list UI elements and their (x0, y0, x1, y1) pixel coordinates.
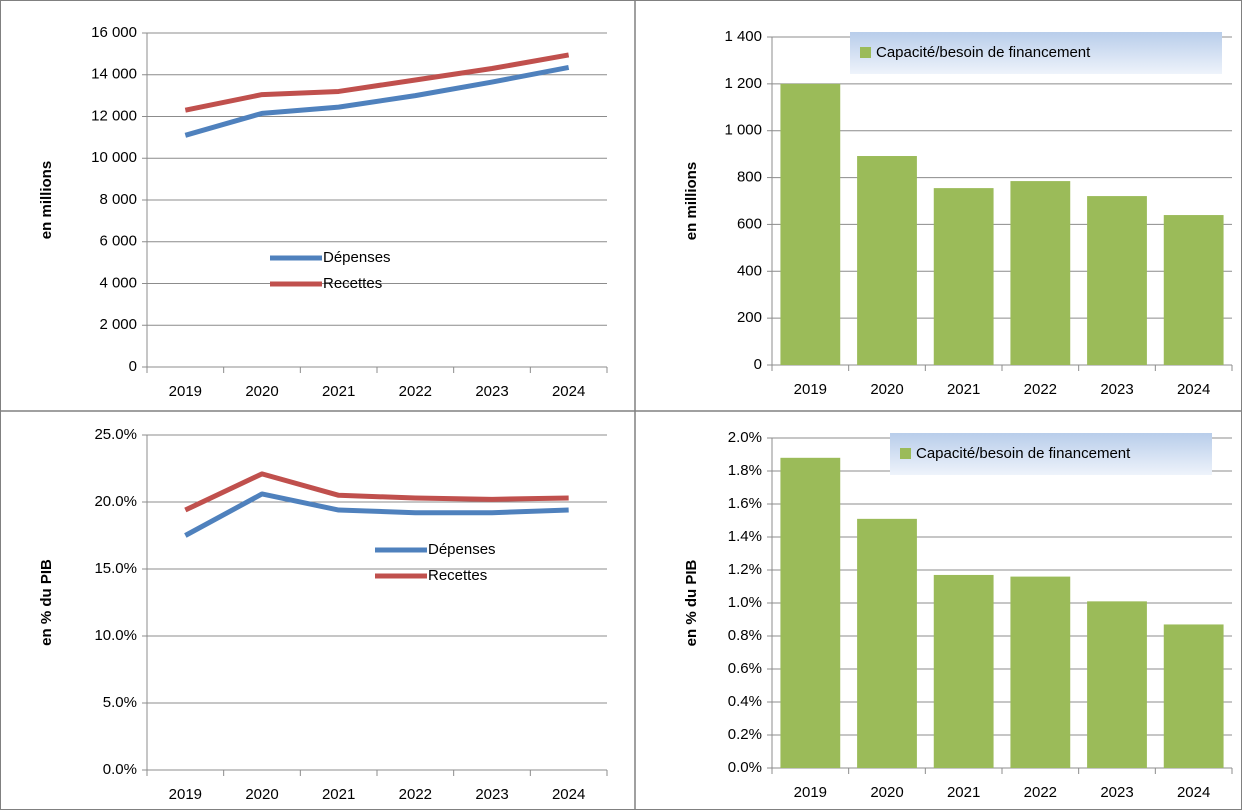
y-tick-label: 1.8% (728, 462, 762, 479)
x-tick-label: 2024 (552, 383, 585, 400)
y-tick-label: 0.8% (728, 627, 762, 644)
legend-swatch (900, 448, 911, 459)
y-tick-label: 10.0% (94, 627, 137, 644)
x-tick-label: 2023 (475, 786, 508, 803)
legend-label: Recettes (428, 567, 487, 584)
y-tick-label: 0 (129, 358, 137, 375)
line (184, 64, 570, 138)
x-tick-label: 2019 (794, 784, 827, 801)
y-tick-label: 2 000 (99, 316, 137, 333)
line (184, 471, 569, 513)
y-tick-label: 0.0% (728, 759, 762, 776)
bar (780, 83, 841, 365)
x-tick-label: 2021 (322, 383, 355, 400)
y-tick-label: 0.6% (728, 660, 762, 677)
y-tick-label: 1 000 (724, 122, 762, 139)
bar (780, 457, 841, 768)
x-tick-label: 2019 (794, 381, 827, 398)
bar (933, 188, 994, 365)
y-tick-label: 15.0% (94, 560, 137, 577)
bar (1010, 576, 1071, 768)
x-tick-label: 2022 (1024, 381, 1057, 398)
y-tick-label: 6 000 (99, 233, 137, 250)
bar (1163, 215, 1224, 365)
y-tick-label: 4 000 (99, 274, 137, 291)
y-tick-label: 12 000 (91, 107, 137, 124)
line (184, 52, 570, 113)
legend-label: Capacité/besoin de financement (916, 445, 1131, 462)
y-tick-label: 600 (737, 215, 762, 232)
x-tick-label: 2022 (399, 383, 432, 400)
y-tick-label: 1 400 (724, 28, 762, 45)
x-tick-label: 2019 (169, 786, 202, 803)
legend-box (850, 32, 1222, 74)
x-tick-label: 2020 (245, 786, 278, 803)
y-tick-label: 1.6% (728, 495, 762, 512)
bar (1010, 181, 1071, 365)
y-tick-label: 1.4% (728, 528, 762, 545)
y-tick-label: 1.2% (728, 561, 762, 578)
y-tick-label: 20.0% (94, 493, 137, 510)
legend-label: Recettes (323, 275, 382, 292)
legend-label: Dépenses (428, 541, 496, 558)
x-tick-label: 2023 (1100, 784, 1133, 801)
y-tick-label: 200 (737, 309, 762, 326)
x-tick-label: 2020 (870, 784, 903, 801)
x-tick-label: 2021 (947, 381, 980, 398)
y-tick-label: 8 000 (99, 191, 137, 208)
y-tick-label: 0 (754, 356, 762, 373)
x-tick-label: 2023 (475, 383, 508, 400)
bar (933, 574, 994, 768)
legend-label: Dépenses (323, 249, 391, 266)
y-axis-label: en % du PIB (38, 559, 55, 646)
bar (1163, 624, 1224, 768)
x-tick-label: 2024 (1177, 381, 1210, 398)
y-tick-label: 400 (737, 262, 762, 279)
bar (857, 518, 917, 768)
x-tick-label: 2020 (245, 383, 278, 400)
legend-swatch (860, 47, 871, 58)
legend-box (890, 433, 1212, 475)
bar (1087, 196, 1147, 365)
x-tick-label: 2019 (169, 383, 202, 400)
x-tick-label: 2021 (947, 784, 980, 801)
y-tick-label: 16 000 (91, 24, 137, 41)
y-tick-label: 1 200 (724, 75, 762, 92)
x-tick-label: 2021 (322, 786, 355, 803)
y-axis-label: en millions (683, 162, 700, 240)
bar (857, 156, 917, 365)
y-tick-label: 0.2% (728, 726, 762, 743)
y-axis-label: en millions (38, 161, 55, 239)
y-tick-label: 800 (737, 169, 762, 186)
line (184, 491, 569, 538)
y-tick-label: 14 000 (91, 66, 137, 83)
x-tick-label: 2022 (399, 786, 432, 803)
x-tick-label: 2024 (1177, 784, 1210, 801)
y-axis-label: en % du PIB (683, 560, 700, 647)
y-tick-label: 0.0% (103, 761, 137, 778)
y-tick-label: 1.0% (728, 594, 762, 611)
y-tick-label: 2.0% (728, 429, 762, 446)
y-tick-label: 25.0% (94, 426, 137, 443)
legend-label: Capacité/besoin de financement (876, 44, 1091, 61)
y-tick-label: 10 000 (91, 149, 137, 166)
y-tick-label: 5.0% (103, 694, 137, 711)
bar (1087, 601, 1147, 768)
x-tick-label: 2022 (1024, 784, 1057, 801)
x-tick-label: 2023 (1100, 381, 1133, 398)
x-tick-label: 2020 (870, 381, 903, 398)
x-tick-label: 2024 (552, 786, 585, 803)
y-tick-label: 0.4% (728, 693, 762, 710)
